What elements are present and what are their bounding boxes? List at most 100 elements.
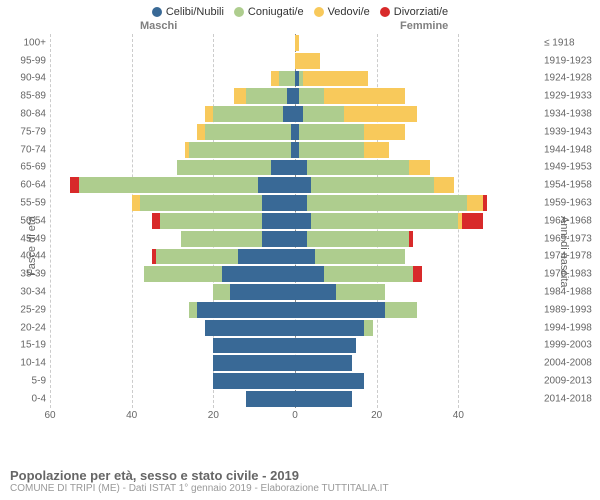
birth-label: 1944-1948 <box>544 144 598 155</box>
age-label: 40-44 <box>4 251 46 262</box>
age-label: 0-4 <box>4 393 46 404</box>
bar-segment <box>409 160 429 176</box>
age-row: 15-191999-2003 <box>50 337 540 355</box>
bar-segment <box>307 231 409 247</box>
male-bar <box>50 124 295 140</box>
male-bar <box>50 106 295 122</box>
birth-label: 1924-1928 <box>544 73 598 84</box>
legend-item: Celibi/Nubili <box>152 6 224 18</box>
age-label: 65-69 <box>4 162 46 173</box>
male-bar <box>50 391 295 407</box>
bar-segment <box>287 88 295 104</box>
bar-segment <box>295 373 364 389</box>
bar-segment <box>311 177 434 193</box>
birth-label: 2009-2013 <box>544 376 598 387</box>
legend-swatch <box>314 7 324 17</box>
male-bar <box>50 195 295 211</box>
birth-label: ≤ 1918 <box>544 37 598 48</box>
age-row: 100+≤ 1918 <box>50 34 540 52</box>
female-bar <box>295 160 540 176</box>
birth-label: 1929-1933 <box>544 91 598 102</box>
bar-segment <box>205 320 295 336</box>
male-bar <box>50 266 295 282</box>
age-label: 15-19 <box>4 340 46 351</box>
bar-segment <box>295 53 320 69</box>
age-row: 65-691949-1953 <box>50 159 540 177</box>
bar-segment <box>213 338 295 354</box>
bar-segment <box>434 177 454 193</box>
bar-segment <box>295 106 303 122</box>
male-bar <box>50 177 295 193</box>
female-bar <box>295 71 540 87</box>
bar-segment <box>295 266 324 282</box>
bar-segment <box>303 71 368 87</box>
x-tick-label: 60 <box>44 410 55 421</box>
bar-segment <box>230 284 295 300</box>
bar-segment <box>295 284 336 300</box>
age-row: 80-841934-1938 <box>50 105 540 123</box>
bar-segment <box>295 160 307 176</box>
birth-label: 1939-1943 <box>544 126 598 137</box>
legend-item: Divorziati/e <box>380 6 448 18</box>
legend-swatch <box>380 7 390 17</box>
birth-label: 1984-1988 <box>544 287 598 298</box>
bar-segment <box>213 373 295 389</box>
x-tick-label: 20 <box>371 410 382 421</box>
age-label: 100+ <box>4 37 46 48</box>
birth-label: 1969-1973 <box>544 233 598 244</box>
bar-segment <box>144 266 222 282</box>
legend-item: Coniugati/e <box>234 6 304 18</box>
chart-subtitle: COMUNE DI TRIPI (ME) - Dati ISTAT 1° gen… <box>10 483 389 494</box>
legend-label: Divorziati/e <box>394 6 448 18</box>
bar-segment <box>299 142 364 158</box>
bar-segment <box>483 195 487 211</box>
birth-label: 1979-1983 <box>544 269 598 280</box>
bar-segment <box>156 249 238 265</box>
female-bar <box>295 142 540 158</box>
bar-segment <box>311 213 458 229</box>
bar-segment <box>177 160 271 176</box>
bar-segment <box>160 213 262 229</box>
bar-segment <box>295 302 385 318</box>
female-bar <box>295 53 540 69</box>
bar-segment <box>295 213 311 229</box>
bar-segment <box>205 106 213 122</box>
male-bar <box>50 302 295 318</box>
x-axis: 60402002040 <box>50 410 540 424</box>
legend: Celibi/Nubili Coniugati/e Vedovi/e Divorzia… <box>0 0 600 20</box>
birth-label: 1954-1958 <box>544 180 598 191</box>
birth-label: 1934-1938 <box>544 109 598 120</box>
age-row: 20-241994-1998 <box>50 319 540 337</box>
age-row: 85-891929-1933 <box>50 87 540 105</box>
male-bar <box>50 373 295 389</box>
bar-segment <box>295 195 307 211</box>
bar-segment <box>152 213 160 229</box>
bar-segment <box>295 338 356 354</box>
x-tick-label: 40 <box>126 410 137 421</box>
bar-segment <box>205 124 291 140</box>
female-bar <box>295 391 540 407</box>
female-bar <box>295 302 540 318</box>
age-row: 95-991919-1923 <box>50 52 540 70</box>
male-bar <box>50 160 295 176</box>
male-bar <box>50 88 295 104</box>
legend-label: Vedovi/e <box>328 6 370 18</box>
bar-segment <box>279 71 295 87</box>
female-bar <box>295 338 540 354</box>
bar-segment <box>238 249 295 265</box>
bar-rows: 100+≤ 191895-991919-192390-941924-192885… <box>50 34 540 408</box>
chart-title: Popolazione per età, sesso e stato civil… <box>10 468 389 483</box>
female-bar <box>295 124 540 140</box>
bar-segment <box>413 266 421 282</box>
bar-segment <box>70 177 78 193</box>
male-bar <box>50 284 295 300</box>
age-label: 70-74 <box>4 144 46 155</box>
bar-segment <box>213 106 282 122</box>
bar-segment <box>364 124 405 140</box>
bar-segment <box>197 302 295 318</box>
bar-segment <box>299 88 324 104</box>
age-label: 25-29 <box>4 304 46 315</box>
age-row: 60-641954-1958 <box>50 176 540 194</box>
age-label: 55-59 <box>4 198 46 209</box>
age-label: 20-24 <box>4 322 46 333</box>
